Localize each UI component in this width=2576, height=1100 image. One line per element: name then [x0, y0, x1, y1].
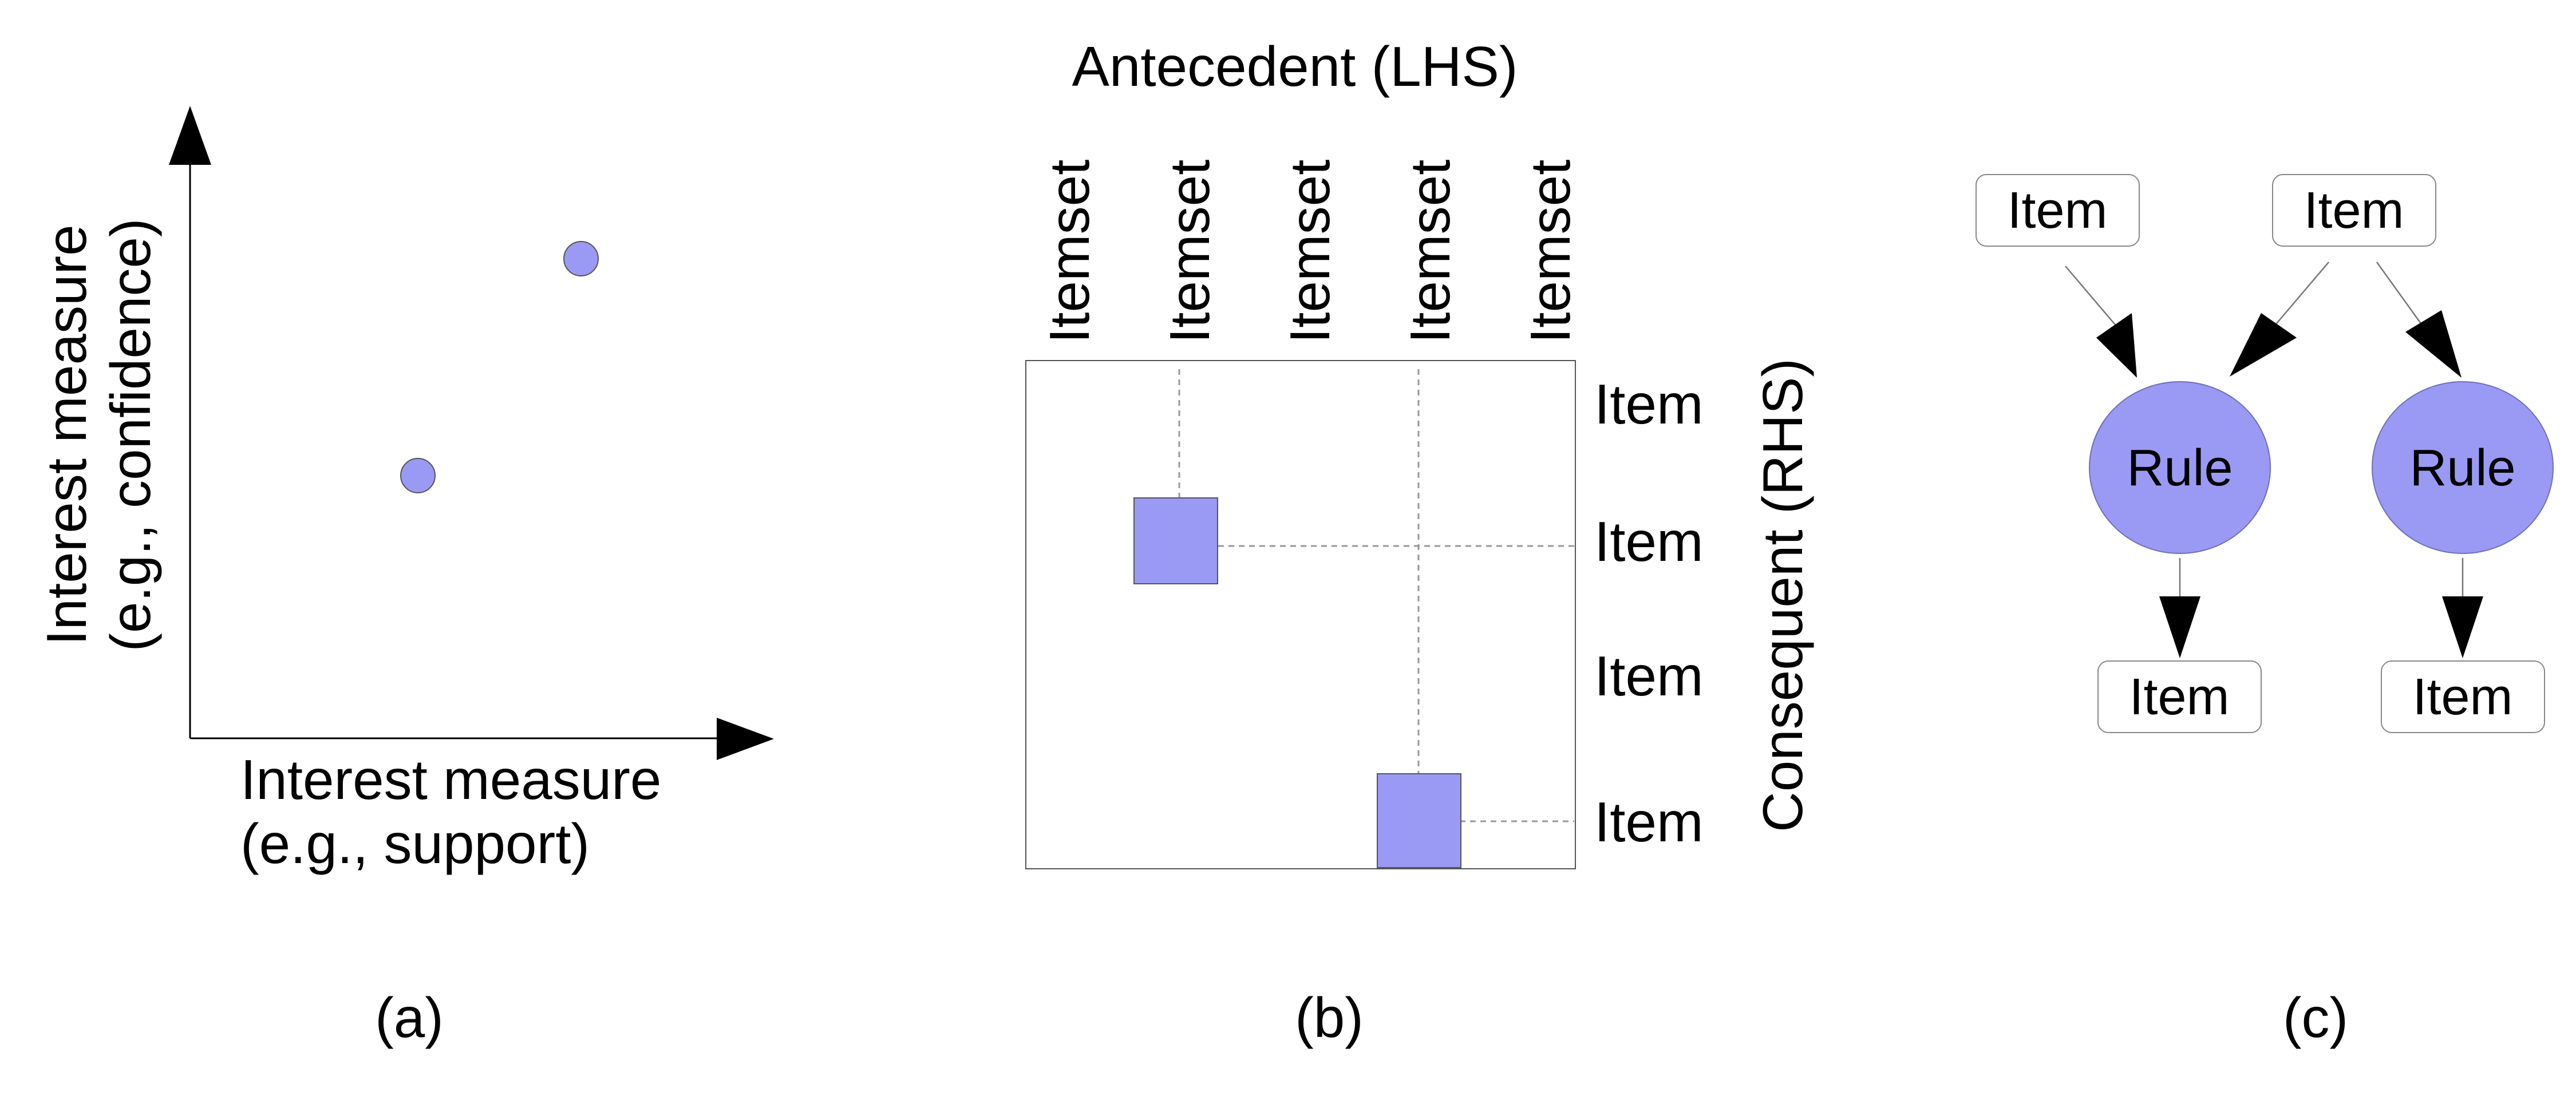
item-node	[2097, 660, 2262, 733]
scatter-point	[400, 458, 436, 493]
rule-node	[2372, 381, 2554, 554]
y-axis-arrow-icon	[169, 106, 211, 165]
matrix-frame	[1025, 360, 1576, 869]
column-label: Itemset	[1519, 160, 1582, 343]
row-label: Item	[1594, 510, 1704, 573]
caption-b: (b)	[1295, 986, 1364, 1049]
row-label: Item	[1594, 373, 1704, 436]
x-axis-arrow-icon	[717, 718, 774, 760]
antecedent-label: Antecedent (LHS)	[1072, 35, 1518, 98]
x-axis-label-line2: (e.g., support)	[240, 812, 590, 875]
item-node	[1976, 174, 2140, 247]
rule-node-label: Rule	[2127, 440, 2233, 497]
row-label: Item	[1594, 644, 1704, 707]
column-label: Itemset	[1398, 160, 1461, 343]
panel-b: Antecedent (LHS) Itemset Itemset Itemset…	[1025, 35, 1814, 1049]
edge-arrow-icon	[2405, 310, 2462, 378]
edge-arrow-icon	[2442, 596, 2483, 658]
edge-arrow-icon	[2096, 313, 2137, 378]
y-axis-label-line2: (e.g., confidence)	[99, 218, 162, 651]
item-node-label: Item	[2412, 668, 2512, 726]
scatter-point	[563, 241, 599, 276]
rule-node	[2089, 381, 2271, 554]
x-axis-label-line1: Interest measure	[240, 748, 661, 811]
column-label: Itemset	[1158, 160, 1221, 343]
matrix-cell	[1133, 497, 1218, 584]
panel-a: Interest measure (e.g., support) Interes…	[35, 106, 774, 1049]
column-label: Itemset	[1278, 160, 1341, 343]
item-node	[2272, 174, 2436, 247]
item-node-label: Item	[2007, 182, 2107, 239]
rule-node-label: Rule	[2409, 440, 2515, 497]
item-node-label: Item	[2304, 182, 2404, 239]
panel-c: Item Item Rule Rule Item Item (c)	[1976, 174, 2554, 1049]
edge	[2376, 262, 2426, 330]
item-node-label: Item	[2129, 668, 2229, 726]
consequent-label: Consequent (RHS)	[1751, 358, 1814, 832]
item-node	[2381, 660, 2545, 733]
caption-c: (c)	[2283, 986, 2348, 1049]
matrix-cell	[1377, 773, 1461, 868]
row-label: Item	[1594, 790, 1704, 853]
y-axis-label-line1: Interest measure	[35, 224, 98, 645]
edge-arrow-icon	[2159, 596, 2200, 658]
caption-a: (a)	[375, 986, 444, 1049]
edge	[2270, 262, 2329, 331]
edge	[2065, 266, 2124, 335]
column-label: Itemset	[1038, 160, 1101, 343]
edge-arrow-icon	[2230, 313, 2297, 377]
